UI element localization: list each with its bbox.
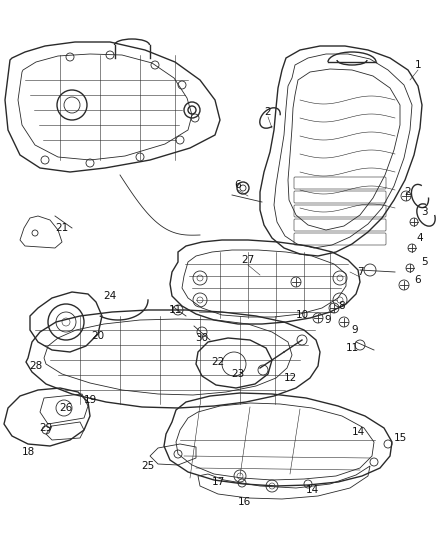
Text: 10: 10 (296, 310, 308, 320)
Text: 1: 1 (415, 60, 421, 70)
Text: 28: 28 (29, 361, 42, 371)
Text: 14: 14 (351, 427, 364, 437)
Text: 11: 11 (346, 343, 359, 353)
Text: 18: 18 (21, 447, 35, 457)
Text: 22: 22 (212, 357, 225, 367)
Text: 9: 9 (352, 325, 358, 335)
Text: 17: 17 (212, 477, 225, 487)
Text: 6: 6 (415, 275, 421, 285)
Text: 2: 2 (265, 107, 271, 117)
Text: 24: 24 (103, 291, 117, 301)
Text: 9: 9 (325, 315, 331, 325)
Text: 4: 4 (417, 233, 423, 243)
Text: 6: 6 (235, 180, 241, 190)
Text: 12: 12 (283, 373, 297, 383)
Text: 8: 8 (339, 301, 345, 311)
Text: 26: 26 (60, 403, 73, 413)
Text: 2: 2 (405, 187, 411, 197)
Text: 16: 16 (237, 497, 251, 507)
Text: 14: 14 (305, 485, 318, 495)
Text: 20: 20 (92, 331, 105, 341)
Text: 15: 15 (393, 433, 406, 443)
Text: 25: 25 (141, 461, 155, 471)
Text: 29: 29 (39, 423, 53, 433)
Text: 23: 23 (231, 369, 245, 379)
Text: 30: 30 (195, 333, 208, 343)
Text: 3: 3 (420, 207, 427, 217)
Text: 27: 27 (241, 255, 254, 265)
Text: 5: 5 (420, 257, 427, 267)
Text: 21: 21 (55, 223, 69, 233)
Text: 11: 11 (168, 305, 182, 315)
Text: 19: 19 (83, 395, 97, 405)
Text: 7: 7 (357, 267, 363, 277)
